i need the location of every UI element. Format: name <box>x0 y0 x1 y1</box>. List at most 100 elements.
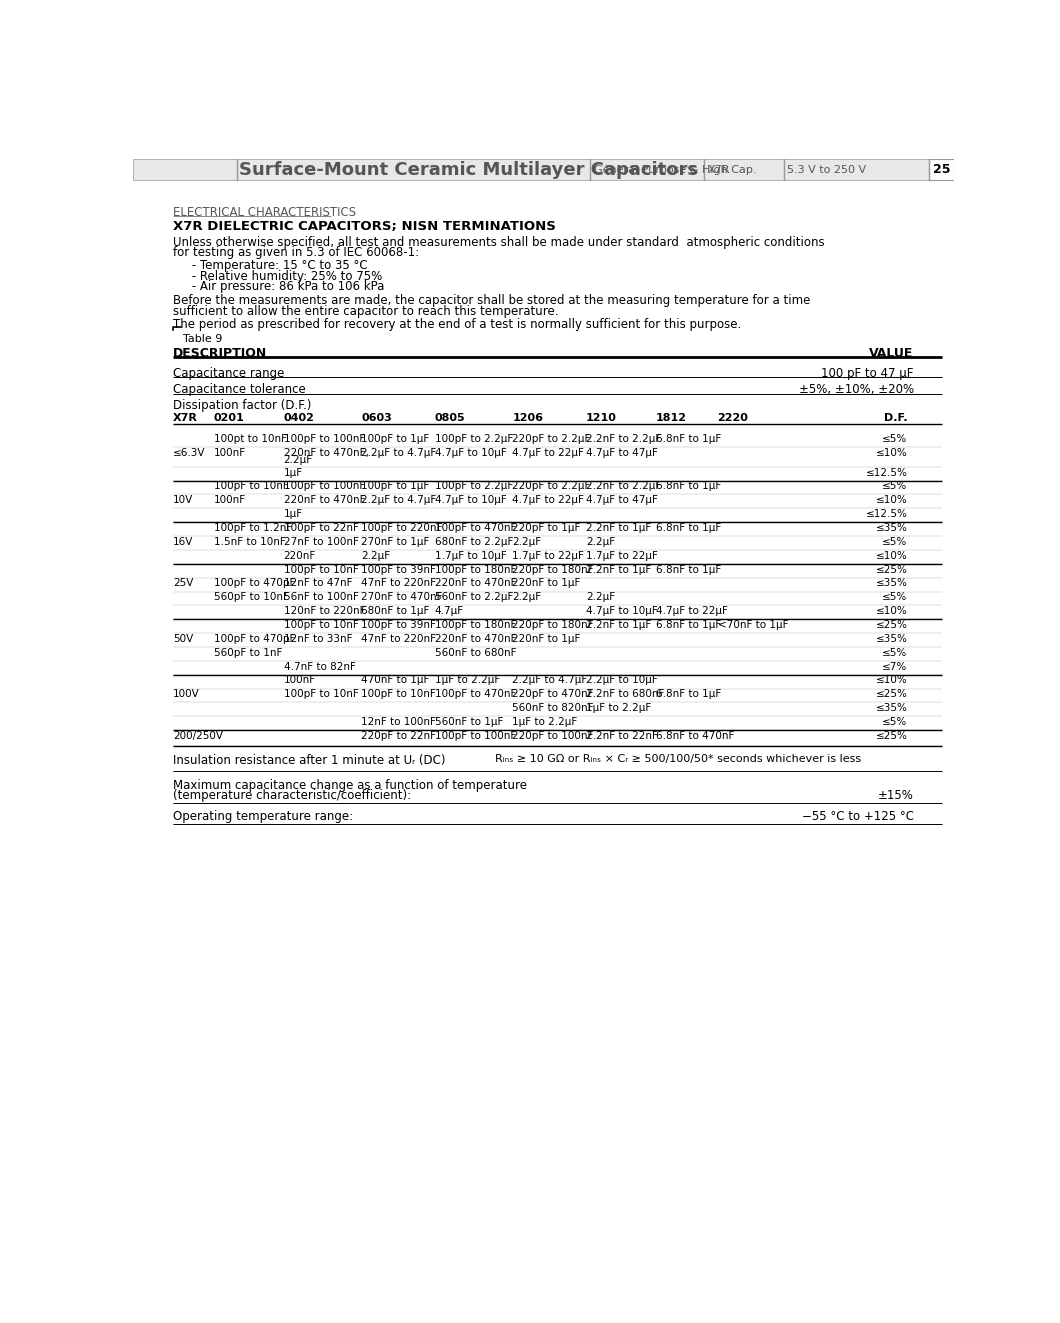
Text: 50V: 50V <box>173 634 193 644</box>
Text: 100pF to 10nF: 100pF to 10nF <box>284 689 358 700</box>
Text: 2.2μF: 2.2μF <box>512 537 542 546</box>
Text: General Purpose & High Cap.: General Purpose & High Cap. <box>594 164 756 175</box>
Text: 220nF to 470nF: 220nF to 470nF <box>435 634 516 644</box>
Text: 220pF to 180nF: 220pF to 180nF <box>512 620 594 630</box>
Text: 2220: 2220 <box>718 413 748 423</box>
Text: 2.2μF to 4.7μF: 2.2μF to 4.7μF <box>361 447 437 458</box>
Text: ≤12.5%: ≤12.5% <box>866 467 907 478</box>
Text: 100pF to 10nF: 100pF to 10nF <box>284 620 358 630</box>
Text: 2.2μF: 2.2μF <box>586 593 615 602</box>
Text: ≤35%: ≤35% <box>876 703 907 713</box>
Text: 220pF to 2.2μF: 220pF to 2.2μF <box>512 482 590 491</box>
Text: 1.7μF to 22μF: 1.7μF to 22μF <box>586 550 658 561</box>
Text: Unless otherwise specified, all test and measurements shall be made under standa: Unless otherwise specified, all test and… <box>173 235 825 249</box>
Text: 220pF to 2.2μF: 220pF to 2.2μF <box>512 434 590 443</box>
Text: 2.2μF to 4.7μF: 2.2μF to 4.7μF <box>512 676 587 685</box>
Text: 100nF: 100nF <box>284 676 316 685</box>
Text: 25: 25 <box>933 163 951 176</box>
Text: 100pF to 1μF: 100pF to 1μF <box>361 482 429 491</box>
Text: 2.2nF to 22nF: 2.2nF to 22nF <box>586 730 658 741</box>
Text: VALUE: VALUE <box>869 347 914 360</box>
Text: 2.2μF to 10μF: 2.2μF to 10μF <box>586 676 657 685</box>
Text: 680nF to 1μF: 680nF to 1μF <box>361 606 429 617</box>
Text: Capacitance range: Capacitance range <box>173 366 284 380</box>
Text: 1μF to 2.2μF: 1μF to 2.2μF <box>586 703 651 713</box>
Text: 220pF to 470nF: 220pF to 470nF <box>512 689 594 700</box>
Text: 220nF to 470nF,: 220nF to 470nF, <box>284 447 369 458</box>
Text: 100pt to 10nF: 100pt to 10nF <box>214 434 287 443</box>
Text: Table 9: Table 9 <box>183 333 223 344</box>
Text: 100nF: 100nF <box>214 495 246 505</box>
Text: ≤7%: ≤7% <box>882 662 907 672</box>
Text: X7R DIELECTRIC CAPACITORS; NISN TERMINATIONS: X7R DIELECTRIC CAPACITORS; NISN TERMINAT… <box>173 221 555 233</box>
Text: 4.7μF to 10μF: 4.7μF to 10μF <box>435 495 507 505</box>
Text: 2.2nF to 2.2μF: 2.2nF to 2.2μF <box>586 434 661 443</box>
Text: 560nF to 2.2μF: 560nF to 2.2μF <box>435 593 513 602</box>
Text: X7R: X7R <box>173 413 197 423</box>
Text: −55 °C to +125 °C: −55 °C to +125 °C <box>801 810 914 823</box>
Text: 56nF to 100nF: 56nF to 100nF <box>284 593 358 602</box>
Text: 2.2μF to 4.7μF: 2.2μF to 4.7μF <box>361 495 437 505</box>
Text: 270nF to 470nF: 270nF to 470nF <box>361 593 443 602</box>
Text: 47nF to 220nF: 47nF to 220nF <box>361 578 436 589</box>
Text: 2.2μF: 2.2μF <box>586 537 615 546</box>
Text: 4.7nF to 82nF: 4.7nF to 82nF <box>284 662 355 672</box>
Text: D.F.: D.F. <box>884 413 907 423</box>
Text: <70nF to 1μF: <70nF to 1μF <box>718 620 789 630</box>
Text: 2.2μF: 2.2μF <box>512 593 542 602</box>
Text: 220nF to 470nF: 220nF to 470nF <box>435 578 516 589</box>
Text: ≤5%: ≤5% <box>882 717 907 728</box>
Text: 100nF: 100nF <box>214 447 246 458</box>
Text: 1μF: 1μF <box>284 509 303 519</box>
Text: 12nF to 33nF: 12nF to 33nF <box>284 634 352 644</box>
Text: 100pF to 39nF: 100pF to 39nF <box>361 565 436 574</box>
Text: 100pF to 22nF: 100pF to 22nF <box>284 523 358 533</box>
Text: 4.7μF to 10μF: 4.7μF to 10μF <box>435 447 507 458</box>
Text: 100pF to 100nF: 100pF to 100nF <box>284 434 365 443</box>
Text: 27nF to 100nF: 27nF to 100nF <box>284 537 358 546</box>
Text: - Temperature: 15 °C to 35 °C: - Temperature: 15 °C to 35 °C <box>189 259 368 271</box>
Text: DESCRIPTION: DESCRIPTION <box>173 347 267 360</box>
Text: 100 pF to 47 μF: 100 pF to 47 μF <box>822 366 914 380</box>
Text: ≤10%: ≤10% <box>876 495 907 505</box>
Text: 100pF to 10nF: 100pF to 10nF <box>284 565 358 574</box>
Text: 100pF to 2.2μF: 100pF to 2.2μF <box>435 434 513 443</box>
Text: 1μF to 2.2μF: 1μF to 2.2μF <box>512 717 578 728</box>
Text: ELECTRICAL CHARACTERISTICS: ELECTRICAL CHARACTERISTICS <box>173 206 356 220</box>
Text: Dissipation factor (D.F.): Dissipation factor (D.F.) <box>173 400 312 411</box>
Text: Capacitance tolerance: Capacitance tolerance <box>173 382 305 396</box>
Text: 220pF to 100nF: 220pF to 100nF <box>512 730 594 741</box>
Text: ±5%, ±10%, ±20%: ±5%, ±10%, ±20% <box>798 382 914 396</box>
Text: 16V: 16V <box>173 537 193 546</box>
Text: ≤35%: ≤35% <box>876 634 907 644</box>
Text: 560nF to 1μF: 560nF to 1μF <box>435 717 504 728</box>
Text: 100pF to 1μF: 100pF to 1μF <box>361 434 429 443</box>
Text: 0402: 0402 <box>284 413 315 423</box>
Text: 100pF to 470pF: 100pF to 470pF <box>214 578 296 589</box>
Text: 12nF to 47nF: 12nF to 47nF <box>284 578 352 589</box>
Text: X7R: X7R <box>708 164 730 175</box>
Text: 680nF to 2.2μF: 680nF to 2.2μF <box>435 537 513 546</box>
Text: 100pF to 1.2nF: 100pF to 1.2nF <box>214 523 293 533</box>
Text: 4.7μF to 10μF: 4.7μF to 10μF <box>586 606 657 617</box>
Text: 560nF to 680nF: 560nF to 680nF <box>435 648 516 658</box>
Text: 2.2nF to 1μF: 2.2nF to 1μF <box>586 620 651 630</box>
Text: Before the measurements are made, the capacitor shall be stored at the measuring: Before the measurements are made, the ca… <box>173 294 810 307</box>
Text: Operating temperature range:: Operating temperature range: <box>173 810 353 823</box>
Text: 2.2nF to 1μF: 2.2nF to 1μF <box>586 523 651 533</box>
Text: 100pF to 470nF: 100pF to 470nF <box>435 523 516 533</box>
Text: 0805: 0805 <box>435 413 465 423</box>
Text: 220nF to 470nF: 220nF to 470nF <box>284 495 365 505</box>
Text: ≤25%: ≤25% <box>876 565 907 574</box>
Text: 220pF to 1μF: 220pF to 1μF <box>512 523 581 533</box>
Text: 220pF to 22nF: 220pF to 22nF <box>361 730 436 741</box>
Text: (temperature characteristic/coefficient):: (temperature characteristic/coefficient)… <box>173 790 411 802</box>
Text: 6.8nF to 1μF: 6.8nF to 1μF <box>656 689 721 700</box>
Text: ±15%: ±15% <box>878 790 914 802</box>
Text: ≤5%: ≤5% <box>882 434 907 443</box>
Text: 200/250V: 200/250V <box>173 730 223 741</box>
Text: 100pF to 470nF: 100pF to 470nF <box>435 689 516 700</box>
Text: 1.5nF to 10nF: 1.5nF to 10nF <box>214 537 285 546</box>
Text: ≤25%: ≤25% <box>876 730 907 741</box>
Text: - Air pressure: 86 kPa to 106 kPa: - Air pressure: 86 kPa to 106 kPa <box>189 280 385 294</box>
